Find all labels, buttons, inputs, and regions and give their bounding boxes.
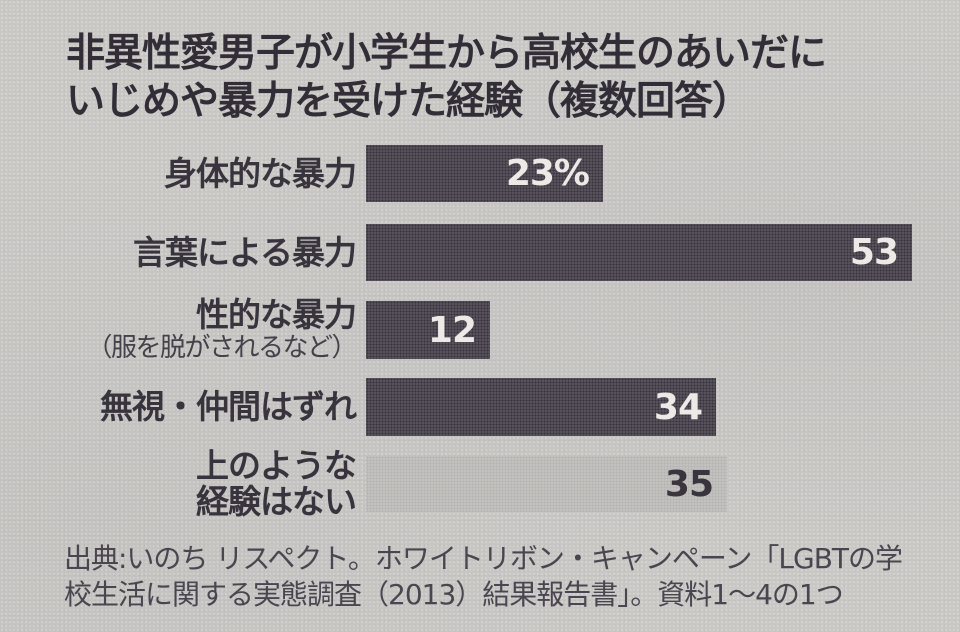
- chart-row-ignored-excluded: 無視・仲間はずれ 34: [0, 378, 960, 436]
- source-note-line2: 校生活に関する実態調査（2013）結果報告書」。資料1～4の1つ: [64, 578, 844, 611]
- category-label: 性的な暴力 （服を脱がされるなど）: [0, 297, 366, 364]
- bar-sexual-violence: 12: [366, 301, 490, 359]
- chart-row-no-experience: 上のような 経験はない 35: [0, 448, 960, 520]
- category-label: 身体的な暴力: [0, 145, 366, 202]
- chart-row-verbal-violence: 言葉による暴力 53: [0, 224, 960, 281]
- chart-row-sexual-violence: 性的な暴力 （服を脱がされるなど） 12: [0, 297, 960, 364]
- category-sublabel-text: （服を脱がされるなど）: [86, 333, 357, 363]
- bar-ignored-excluded: 34: [366, 378, 716, 436]
- chart-title: 非異性愛男子が小学生から高校生のあいだに いじめや暴力を受けた経験（複数回答）: [66, 30, 916, 126]
- bar-value-label: 53: [849, 232, 899, 273]
- category-label-text: 性的な暴力: [196, 295, 357, 334]
- category-label: 上のような 経験はない: [0, 448, 366, 520]
- category-label: 無視・仲間はずれ: [0, 378, 366, 436]
- chart-title-line2: いじめや暴力を受けた経験（複数回答）: [66, 79, 751, 124]
- category-label-text: 身体的な暴力: [164, 153, 357, 193]
- chart-row-physical-violence: 身体的な暴力 23%: [0, 145, 960, 202]
- category-label-text-line2: 経験はない: [196, 482, 357, 521]
- category-label-text: 無視・仲間はずれ: [100, 387, 357, 426]
- bar-value-label: 35: [664, 463, 714, 505]
- category-label-text: 言葉による暴力: [132, 232, 357, 272]
- bar-verbal-violence: 53: [366, 224, 912, 281]
- bar-value-label: 12: [427, 309, 477, 351]
- chart-title-line1: 非異性愛男子が小学生から高校生のあいだに: [66, 31, 827, 76]
- bar-physical-violence: 23%: [366, 145, 603, 202]
- category-label: 言葉による暴力: [0, 224, 366, 281]
- source-note-line1: 出典:いのち リスペクト。ホワイトリボン・キャンペーン「LGBTの学: [64, 542, 903, 575]
- bar-value-label: 34: [653, 386, 703, 428]
- category-label-text: 上のような: [196, 446, 357, 485]
- bar-no-experience: 35: [366, 456, 727, 512]
- source-note: 出典:いのち リスペクト。ホワイトリボン・キャンペーン「LGBTの学 校生活に関…: [64, 541, 924, 613]
- bar-value-label: 23%: [505, 153, 590, 194]
